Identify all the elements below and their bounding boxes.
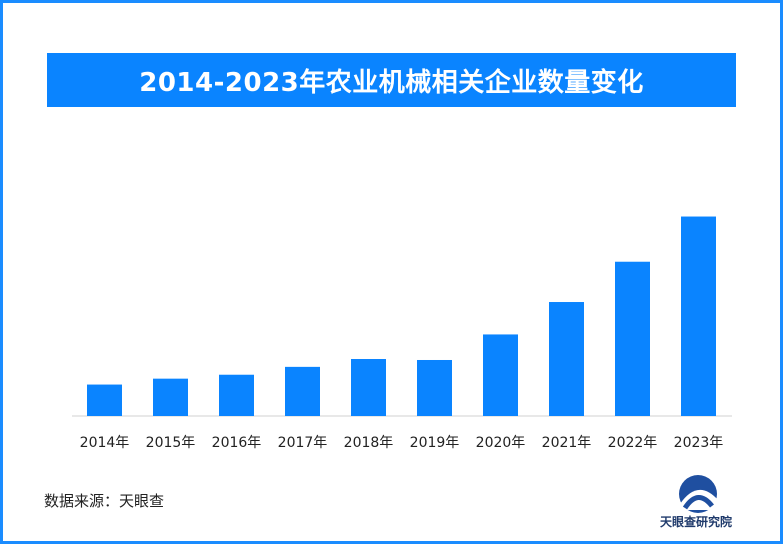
bar-2018年 [351, 359, 386, 416]
bar-2017年 [285, 366, 320, 416]
x-tick-label: 2016年 [212, 435, 262, 451]
x-tick-label: 2020年 [476, 435, 526, 451]
bar-2021年 [549, 302, 584, 416]
tianyancha-logo-icon [679, 475, 718, 513]
x-tick-label: 2022年 [608, 435, 658, 451]
x-tick-label: 2018年 [344, 435, 394, 451]
bar-2022年 [615, 261, 650, 416]
x-tick-label: 2023年 [674, 435, 724, 451]
x-tick-label: 2021年 [542, 435, 592, 451]
chart-title: 2014-2023年农业机械相关企业数量变化 [139, 67, 644, 98]
title-banner: 2014-2023年农业机械相关企业数量变化 [47, 53, 736, 107]
x-tick-label: 2015年 [146, 435, 196, 451]
bar-2014年 [87, 384, 122, 416]
logo-text: 天眼查研究院 [660, 515, 733, 529]
x-tick-label: 2014年 [80, 435, 130, 451]
bar-2020年 [483, 334, 518, 416]
bar-2016年 [219, 374, 254, 416]
x-tick-label: 2017年 [278, 435, 328, 451]
bar-2015年 [153, 378, 188, 416]
bar-2019年 [417, 359, 452, 416]
x-tick-label: 2019年 [410, 435, 460, 451]
data-source-label: 数据来源：天眼查 [44, 492, 165, 510]
bar-2023年 [681, 216, 716, 416]
